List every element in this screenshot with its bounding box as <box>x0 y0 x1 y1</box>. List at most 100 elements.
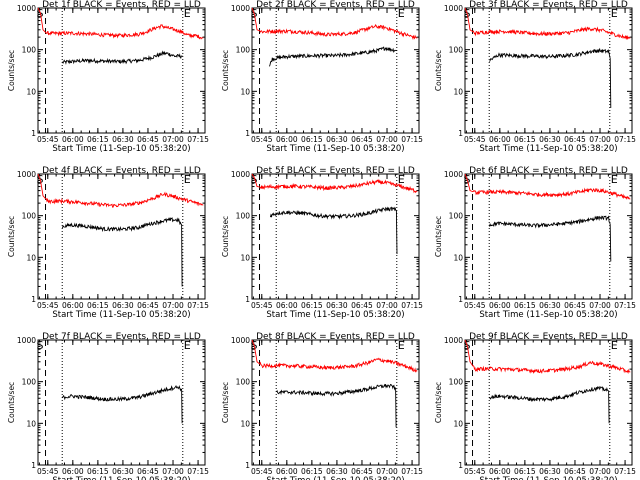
x-tick-label: 06:15 <box>87 301 109 310</box>
y-tick-label: 100 <box>236 46 251 55</box>
plot-frame <box>37 173 206 300</box>
lld-series-line <box>464 7 631 40</box>
panel-det-4: Det 4f BLACK = Events, RED = LLD 1 10 100 10… <box>7 166 209 320</box>
x-tick-label: 05:45 <box>37 467 59 476</box>
x-tick-label: 05:45 <box>464 467 486 476</box>
x-tick-label: 05:45 <box>37 301 59 310</box>
x-tick-label: 06:30 <box>326 301 348 310</box>
y-tick-label: 100 <box>236 378 251 387</box>
x-tick-label: 06:30 <box>539 301 561 310</box>
x-tick-label: 06:30 <box>539 135 561 144</box>
x-axis-label: Start Time (11-Sep-10 05:38:20) <box>52 476 190 480</box>
x-tick-label: 06:00 <box>62 467 84 476</box>
x-tick-label: 06:45 <box>137 135 159 144</box>
x-tick-label: 06:00 <box>62 135 84 144</box>
y-tick-label: 1000 <box>17 336 36 345</box>
x-tick-label: 07:00 <box>376 135 398 144</box>
x-tick-label: 07:15 <box>614 301 636 310</box>
plot-frame <box>37 339 206 466</box>
x-tick-label: 07:15 <box>401 135 423 144</box>
end-marker-label: E <box>611 173 618 186</box>
plot-frame <box>251 339 420 466</box>
x-tick-label: 06:15 <box>301 135 323 144</box>
lld-series-line <box>251 339 418 373</box>
lld-series-line <box>464 339 631 375</box>
y-tick-label: 10 <box>26 419 36 428</box>
plot-frame <box>251 173 420 300</box>
x-tick-label: 06:15 <box>87 135 109 144</box>
x-tick-label: 06:15 <box>514 467 536 476</box>
panel-title: Det 8f BLACK = Events, RED = LLD <box>256 332 415 342</box>
plot-frame <box>464 173 633 300</box>
panel-title: Det 9f BLACK = Events, RED = LLD <box>469 332 628 342</box>
y-tick-label: 10 <box>240 253 250 262</box>
lld-series-line <box>37 7 204 40</box>
panel-det-1: Det 1f BLACK = Events, RED = LLD 1 10 100 10… <box>7 0 209 154</box>
panel-title: Det 4f BLACK = Events, RED = LLD <box>42 166 201 176</box>
events-series-line <box>269 206 398 255</box>
x-tick-label: 06:00 <box>62 301 84 310</box>
y-tick-label: 10 <box>453 419 463 428</box>
x-tick-label: 06:45 <box>137 301 159 310</box>
x-tick-label: 07:00 <box>376 301 398 310</box>
events-series-line <box>62 384 183 424</box>
x-axis-label: Start Time (11-Sep-10 05:38:20) <box>52 310 190 320</box>
y-tick-label: 100 <box>22 46 37 55</box>
events-series-line <box>62 216 183 287</box>
y-tick-label: 1 <box>458 129 463 138</box>
x-tick-label: 07:00 <box>162 135 184 144</box>
x-tick-label: 06:15 <box>301 301 323 310</box>
x-tick-label: 06:30 <box>112 301 134 310</box>
panel-title: Det 3f BLACK = Events, RED = LLD <box>469 0 628 10</box>
x-tick-label: 07:15 <box>187 135 209 144</box>
plot-frame <box>251 7 420 134</box>
x-tick-label: 07:15 <box>187 301 209 310</box>
end-marker-label: E <box>398 7 405 20</box>
y-axis-label: Counts/sec <box>221 216 230 257</box>
x-tick-label: 06:45 <box>351 135 373 144</box>
x-tick-label: 06:15 <box>301 467 323 476</box>
panel-title: Det 2f BLACK = Events, RED = LLD <box>256 0 415 10</box>
panel-det-9: Det 9f BLACK = Events, RED = LLD 1 10 100 10… <box>434 332 636 480</box>
x-tick-label: 05:45 <box>464 301 486 310</box>
y-tick-label: 1 <box>245 461 250 470</box>
y-tick-label: 1 <box>31 129 36 138</box>
y-axis-label: Counts/sec <box>7 382 16 423</box>
panel-det-2: Det 2f BLACK = Events, RED = LLD 1 10 100 10… <box>221 0 423 154</box>
x-tick-label: 07:00 <box>162 301 184 310</box>
lld-series-line <box>464 173 631 200</box>
panel-det-7: Det 7f BLACK = Events, RED = LLD 1 10 100 10… <box>7 332 209 480</box>
y-tick-label: 1000 <box>231 336 250 345</box>
y-tick-label: 1000 <box>17 170 36 179</box>
events-series-line <box>489 47 612 108</box>
y-tick-label: 1 <box>31 295 36 304</box>
x-tick-label: 06:30 <box>112 135 134 144</box>
x-tick-label: 05:45 <box>37 135 59 144</box>
panel-title: Det 5f BLACK = Events, RED = LLD <box>256 166 415 176</box>
x-axis-label: Start Time (11-Sep-10 05:38:20) <box>479 476 617 480</box>
x-tick-label: 06:15 <box>514 301 536 310</box>
end-marker-label: E <box>184 173 191 186</box>
y-tick-label: 1 <box>458 295 463 304</box>
panel-det-8: Det 8f BLACK = Events, RED = LLD 1 10 100 10… <box>221 332 423 480</box>
x-tick-label: 07:00 <box>162 467 184 476</box>
x-tick-label: 06:45 <box>564 467 586 476</box>
panel-det-5: Det 5f BLACK = Events, RED = LLD 1 10 100 10… <box>221 166 423 320</box>
x-tick-label: 07:00 <box>376 467 398 476</box>
plot-frame <box>464 7 633 134</box>
y-tick-label: 100 <box>449 46 464 55</box>
x-axis-label: Start Time (11-Sep-10 05:38:20) <box>479 310 617 320</box>
events-series-line <box>276 383 397 428</box>
x-tick-label: 06:30 <box>326 467 348 476</box>
x-tick-label: 07:15 <box>401 301 423 310</box>
x-tick-label: 06:00 <box>276 135 298 144</box>
plot-frame <box>37 7 206 134</box>
y-tick-label: 10 <box>453 253 463 262</box>
end-marker-label: E <box>611 339 618 352</box>
x-tick-label: 06:45 <box>351 467 373 476</box>
y-tick-label: 1 <box>31 461 36 470</box>
events-series-line <box>489 385 610 424</box>
x-tick-label: 05:45 <box>464 135 486 144</box>
x-tick-label: 07:15 <box>614 135 636 144</box>
y-axis-label: Counts/sec <box>221 382 230 423</box>
